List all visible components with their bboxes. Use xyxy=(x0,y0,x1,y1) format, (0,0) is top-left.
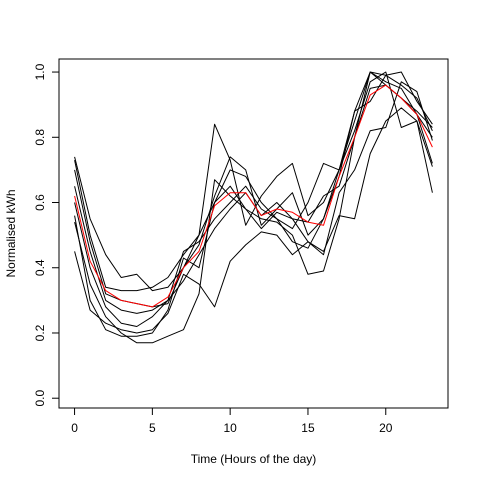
series-line-7 xyxy=(74,107,433,344)
x-tick-label: 15 xyxy=(301,421,315,435)
y-tick-label: 0.2 xyxy=(33,324,47,341)
y-tick-label: 0.4 xyxy=(33,259,47,276)
series-line-1 xyxy=(74,71,433,292)
series-line-3 xyxy=(74,71,433,308)
x-axis-label: Time (Hours of the day) xyxy=(191,452,317,466)
x-tick-label: 10 xyxy=(223,421,237,435)
y-tick-label: 0.6 xyxy=(33,194,47,211)
y-axis: 0.0 0.2 0.4 0.6 0.8 1.0 xyxy=(33,63,60,407)
x-tick-label: 5 xyxy=(149,421,156,435)
series-line-2 xyxy=(74,71,433,292)
x-tick-label: 0 xyxy=(71,421,78,435)
x-axis: 0 5 10 15 20 xyxy=(71,407,393,435)
plot-area-frame xyxy=(58,58,449,409)
series-line-9 xyxy=(74,84,433,308)
series-line-4 xyxy=(74,71,433,314)
y-axis-label: Normalised kWh xyxy=(4,189,18,277)
x-tick-label: 20 xyxy=(379,421,393,435)
y-tick-label: 0.0 xyxy=(33,390,47,407)
series-line-6 xyxy=(74,84,433,337)
y-tick-label: 0.8 xyxy=(33,129,47,146)
series-layer xyxy=(74,71,433,344)
y-tick-label: 1.0 xyxy=(33,63,47,80)
series-line-8 xyxy=(74,81,433,334)
